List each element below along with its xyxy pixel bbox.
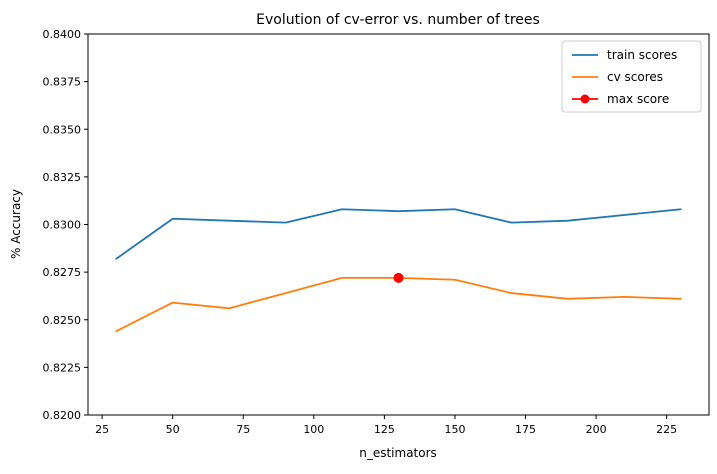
legend-label: train scores: [607, 48, 677, 62]
x-tick-label: 100: [303, 423, 324, 436]
series-train-scores: [116, 209, 681, 259]
series-layer: [116, 209, 681, 331]
legend-label: max score: [607, 92, 669, 106]
series-max-score: [394, 273, 403, 282]
chart-title: Evolution of cv-error vs. number of tree…: [256, 12, 540, 28]
y-tick-label: 0.8200: [43, 409, 82, 422]
x-tick-label: 75: [236, 423, 250, 436]
y-tick-label: 0.8275: [43, 266, 82, 279]
y-tick-label: 0.8225: [43, 361, 82, 374]
y-axis-label: % Accuracy: [9, 189, 23, 259]
legend-label: cv scores: [607, 70, 663, 84]
legend-swatch-marker: [581, 95, 590, 104]
y-tick-label: 0.8300: [43, 219, 82, 232]
y-tick-label: 0.8375: [43, 76, 82, 89]
x-tick-label: 50: [166, 423, 180, 436]
legend: train scores cv scores max score: [562, 41, 701, 112]
x-axis-ticks: 25 50 75 100 125 150 175 200 225: [95, 415, 677, 436]
series-line: [116, 209, 681, 259]
series-cv-scores: [116, 278, 681, 331]
y-tick-label: 0.8250: [43, 314, 82, 327]
x-tick-label: 175: [515, 423, 536, 436]
x-tick-label: 225: [656, 423, 677, 436]
x-axis-label: n_estimators: [359, 446, 437, 460]
x-tick-label: 125: [374, 423, 395, 436]
y-tick-label: 0.8400: [43, 28, 82, 41]
max-score-point: [394, 273, 403, 282]
x-tick-label: 200: [586, 423, 607, 436]
x-tick-label: 150: [444, 423, 465, 436]
x-tick-label: 25: [95, 423, 109, 436]
y-tick-label: 0.8325: [43, 171, 82, 184]
series-line: [116, 278, 681, 331]
y-axis-ticks: 0.8200 0.8225 0.8250 0.8275 0.8300 0.8325 0.83…: [43, 28, 89, 422]
y-tick-label: 0.8350: [43, 123, 82, 136]
